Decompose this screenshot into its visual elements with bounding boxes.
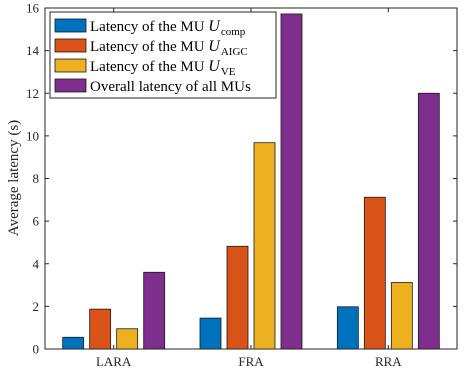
legend-swatch bbox=[54, 78, 87, 93]
bar-lara-series-3 bbox=[116, 328, 139, 350]
legend-swatch bbox=[54, 18, 87, 33]
x-tick-label: LARA bbox=[96, 354, 132, 369]
y-tick-label: 0 bbox=[33, 342, 40, 357]
legend-box bbox=[49, 11, 277, 99]
bar-rra-series-2 bbox=[363, 196, 386, 350]
bar-fra-series-3 bbox=[253, 142, 276, 350]
legend-swatch bbox=[54, 38, 87, 53]
y-tick-label: 14 bbox=[26, 43, 40, 58]
y-tick-label: 2 bbox=[33, 299, 40, 314]
y-tick-label: 10 bbox=[26, 128, 39, 143]
y-tick-label: 12 bbox=[26, 86, 39, 101]
bars-group bbox=[62, 13, 440, 350]
legend-entry: Latency of the MU UVE bbox=[90, 58, 236, 78]
y-tick-label: 6 bbox=[33, 214, 40, 229]
y-axis-ticks: 0 2 4 6 8 10 12 14 16 bbox=[26, 1, 457, 357]
y-tick-label: 16 bbox=[26, 1, 40, 16]
y-axis-label: Average latency (s) bbox=[6, 120, 22, 236]
bar-rra-series-1 bbox=[336, 306, 359, 350]
bar-lara-series-1 bbox=[62, 336, 85, 350]
bar-rra-series-3 bbox=[390, 282, 413, 350]
y-tick-label: 4 bbox=[33, 256, 40, 271]
y-tick-label: 8 bbox=[33, 171, 40, 186]
x-axis-ticks: LARA FRA RRA bbox=[96, 8, 402, 369]
bar-rra-series-4 bbox=[417, 92, 440, 350]
bar-fra-series-1 bbox=[199, 317, 222, 350]
x-tick-label: FRA bbox=[238, 354, 264, 369]
legend-entry: Overall latency of all MUs bbox=[90, 79, 251, 95]
legend-swatch bbox=[54, 58, 87, 73]
bar-lara-series-4 bbox=[143, 271, 166, 350]
x-tick-label: RRA bbox=[375, 354, 402, 369]
legend-entry: Latency of the MU Ucomp bbox=[90, 18, 246, 38]
bar-fra-series-2 bbox=[226, 245, 249, 350]
legend-entry: Latency of the MU UAIGC bbox=[90, 38, 248, 58]
bar-lara-series-2 bbox=[89, 308, 112, 350]
bar-fra-series-4 bbox=[280, 13, 303, 350]
